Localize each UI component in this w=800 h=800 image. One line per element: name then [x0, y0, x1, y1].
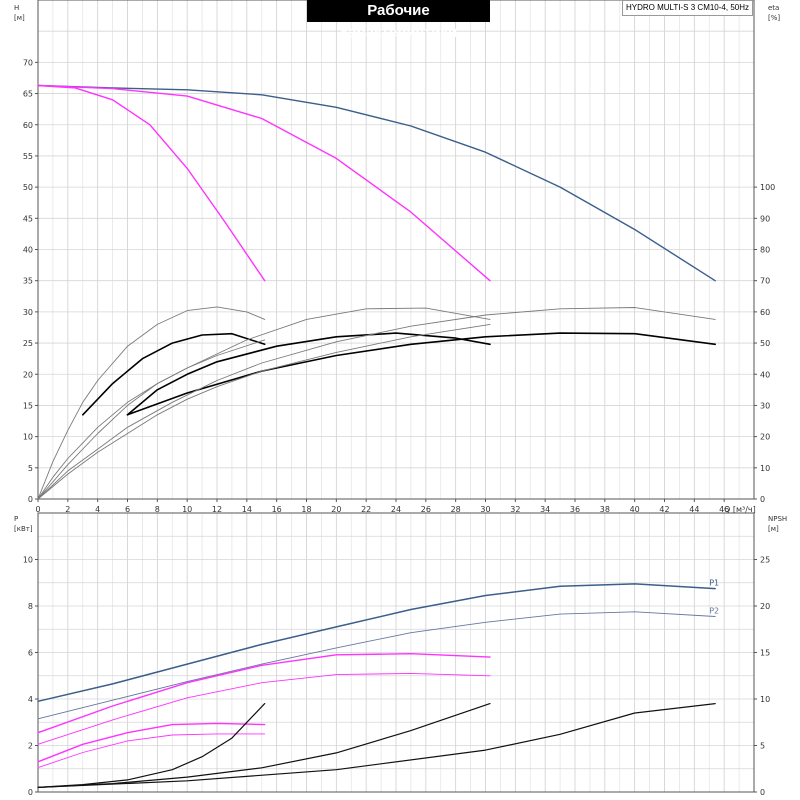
curve-p — [37, 653, 491, 734]
x-tick-label: 18 — [301, 505, 311, 514]
y-tick-label-left: 50 — [23, 183, 33, 192]
y-tick-label-left: 65 — [23, 90, 33, 99]
y-tick-label-right: 0 — [760, 495, 765, 504]
y-axis-label-left: H [м] — [14, 4, 25, 22]
x-tick-label: 40 — [630, 505, 640, 514]
y-tick-label-left: 15 — [23, 401, 33, 410]
x-tick-label: 30 — [480, 505, 490, 514]
curve-eta-pump — [37, 307, 716, 500]
series-label-p1: P1 — [709, 579, 719, 588]
y-tick-label-left: 70 — [23, 58, 33, 67]
curve-h — [37, 84, 266, 282]
x-tick-label: 42 — [659, 505, 669, 514]
y-tick-label-left: 35 — [23, 277, 33, 286]
curve-eta-total — [126, 332, 491, 416]
y-tick-label-right: 80 — [760, 246, 770, 255]
y-tick-label-right: 0 — [760, 788, 765, 797]
chart-title: Рабочие характеристики — [307, 0, 490, 41]
y-tick-label-right: 10 — [760, 695, 770, 704]
curve-p — [37, 611, 716, 720]
x-tick-label: 34 — [540, 505, 550, 514]
y-tick-label-right: 10 — [760, 464, 770, 473]
y-axis-label-right: eta [%] — [768, 4, 780, 22]
curve-p — [37, 672, 491, 745]
y-tick-label-left: 10 — [23, 433, 33, 442]
curve-h — [37, 84, 716, 282]
y-tick-label-right: 15 — [760, 649, 770, 658]
y-tick-label-left: 5 — [28, 464, 33, 473]
y-tick-label-left: 60 — [23, 121, 33, 130]
y-axis-label-right: NPSH [м] — [768, 515, 787, 533]
y-tick-label-right: 20 — [760, 602, 770, 611]
plot-panel-top — [35, 0, 757, 500]
x-tick-label: 4 — [95, 505, 100, 514]
x-tick-label: 0 — [35, 505, 40, 514]
y-tick-label-right: 90 — [760, 214, 770, 223]
x-tick-label: 24 — [391, 505, 401, 514]
x-tick-label: 12 — [212, 505, 222, 514]
x-tick-label: 2 — [65, 505, 70, 514]
y-tick-label-right: 100 — [760, 183, 775, 192]
curve-eta-total — [126, 332, 717, 416]
curve-npsh — [37, 702, 491, 789]
y-tick-label-right: 70 — [760, 277, 770, 286]
y-tick-label-left: 8 — [28, 602, 33, 611]
y-tick-label-left: 6 — [28, 649, 33, 658]
y-tick-label-right: 25 — [760, 556, 770, 565]
curve-h — [37, 84, 491, 282]
x-tick-label: 22 — [361, 505, 371, 514]
plot-panel-bottom — [35, 512, 757, 793]
y-tick-label-right: 20 — [760, 433, 770, 442]
curve-p — [37, 583, 716, 703]
x-tick-label: 8 — [155, 505, 160, 514]
y-tick-label-left: 20 — [23, 370, 33, 379]
x-tick-label: 46 — [719, 505, 729, 514]
series-label-p2: P2 — [709, 606, 719, 615]
curve-eta-pump — [37, 323, 491, 500]
x-tick-label: 28 — [451, 505, 461, 514]
y-tick-label-left: 0 — [28, 495, 33, 504]
x-tick-label: 10 — [182, 505, 192, 514]
y-tick-label-left: 10 — [23, 556, 33, 565]
x-tick-label: 38 — [600, 505, 610, 514]
x-tick-label: 20 — [331, 505, 341, 514]
x-tick-label: 36 — [570, 505, 580, 514]
curve-npsh — [37, 702, 716, 789]
curve-p — [37, 722, 266, 763]
curve-eta-pump — [37, 306, 266, 500]
y-tick-label-left: 45 — [23, 214, 33, 223]
x-axis-label: Q [м³/ч] — [724, 505, 756, 514]
curve-eta-pump — [37, 307, 491, 500]
curve-eta-total — [82, 332, 266, 416]
x-tick-label: 44 — [689, 505, 699, 514]
y-tick-label-left: 40 — [23, 246, 33, 255]
x-tick-label: 16 — [272, 505, 282, 514]
model-label: HYDRO MULTI-S 3 CM10-4, 50Hz — [622, 0, 753, 16]
curve-npsh — [37, 702, 266, 789]
y-tick-label-right: 60 — [760, 308, 770, 317]
y-tick-label-left: 55 — [23, 152, 33, 161]
x-tick-label: 6 — [125, 505, 130, 514]
x-tick-label: 26 — [421, 505, 431, 514]
curve-eta-pump — [37, 339, 266, 500]
y-tick-label-left: 4 — [28, 695, 33, 704]
y-tick-label-right: 5 — [760, 742, 765, 751]
y-tick-label-left: 0 — [28, 788, 33, 797]
y-tick-label-left: 30 — [23, 308, 33, 317]
x-tick-label: 14 — [242, 505, 252, 514]
y-tick-label-left: 25 — [23, 339, 33, 348]
y-axis-label-left: P [кВт] — [14, 515, 33, 533]
y-tick-label-right: 50 — [760, 339, 770, 348]
curve-p — [37, 733, 266, 769]
y-tick-label-left: 2 — [28, 742, 33, 751]
x-tick-label: 32 — [510, 505, 520, 514]
y-tick-label-right: 40 — [760, 370, 770, 379]
y-tick-label-right: 30 — [760, 401, 770, 410]
